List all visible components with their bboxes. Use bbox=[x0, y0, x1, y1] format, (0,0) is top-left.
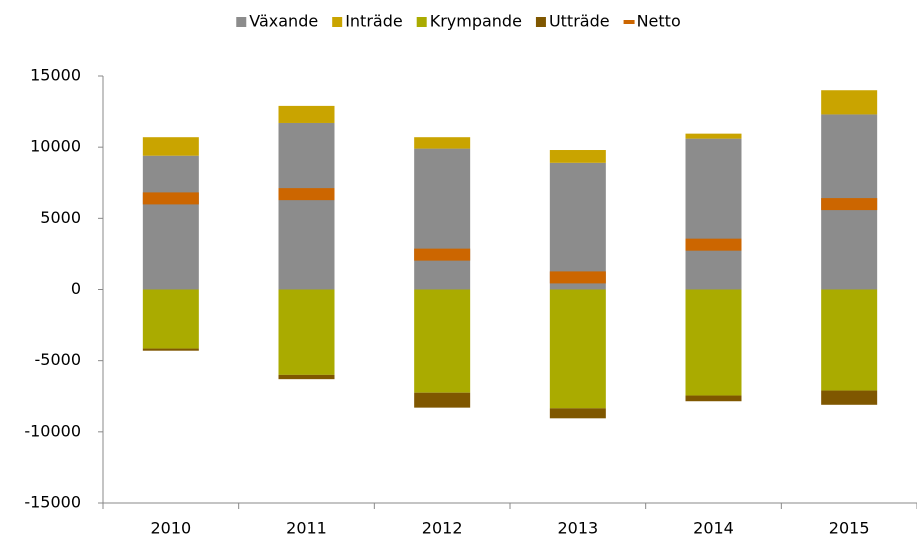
legend-label: Netto bbox=[637, 12, 681, 31]
bar-segment bbox=[821, 289, 878, 391]
legend-label: Växande bbox=[249, 12, 318, 31]
legend-swatch bbox=[535, 17, 546, 27]
y-tick-label: -15000 bbox=[24, 493, 81, 512]
y-tick-label: 10000 bbox=[30, 137, 81, 156]
bar-segment bbox=[278, 105, 335, 123]
bar-segment bbox=[685, 138, 742, 290]
netto-marker bbox=[142, 192, 199, 205]
bar-segment bbox=[142, 348, 199, 351]
bar-segment bbox=[414, 137, 471, 149]
bar-segment bbox=[685, 395, 742, 402]
bar-segment bbox=[414, 289, 471, 393]
bar-segment bbox=[278, 122, 335, 290]
legend: Växande Inträde Krympande Utträde Netto bbox=[236, 12, 681, 31]
legend-label: Krympande bbox=[430, 12, 522, 31]
bar-segment bbox=[821, 390, 878, 405]
legend-swatch bbox=[236, 17, 247, 27]
y-tick-label: 0 bbox=[71, 279, 81, 298]
x-tick-label: 2012 bbox=[422, 519, 463, 538]
bar-segment bbox=[414, 148, 471, 290]
bar-segment bbox=[142, 137, 199, 156]
bar-segment bbox=[549, 289, 606, 409]
bar-segment bbox=[549, 408, 606, 419]
bar-segment bbox=[549, 162, 606, 290]
bar-segment bbox=[685, 289, 742, 396]
bar-segment bbox=[821, 90, 878, 115]
y-tick-label: -10000 bbox=[24, 421, 81, 440]
legend-swatch bbox=[332, 17, 343, 27]
bar-segment bbox=[685, 133, 742, 139]
netto-marker bbox=[414, 248, 471, 261]
x-tick-label: 2013 bbox=[557, 519, 598, 538]
bar-segment bbox=[142, 155, 199, 290]
bar-segment bbox=[278, 289, 335, 375]
netto-marker bbox=[549, 271, 606, 284]
netto-marker bbox=[685, 238, 742, 251]
y-tick-label: 15000 bbox=[30, 66, 81, 85]
legend-swatch bbox=[416, 17, 427, 27]
legend-label: Inträde bbox=[345, 12, 403, 31]
netto-marker bbox=[278, 188, 335, 201]
bar-segment bbox=[549, 150, 606, 163]
y-tick-label: 5000 bbox=[40, 208, 81, 227]
y-tick-label: -5000 bbox=[35, 350, 82, 369]
netto-marker bbox=[821, 198, 878, 211]
legend-label: Utträde bbox=[549, 12, 610, 31]
bar-segment bbox=[142, 289, 199, 349]
x-tick-label: 2015 bbox=[829, 519, 870, 538]
x-tick-label: 2010 bbox=[150, 519, 191, 538]
x-tick-label: 2014 bbox=[693, 519, 734, 538]
bar-segment bbox=[414, 392, 471, 408]
bar-segment bbox=[278, 374, 335, 380]
legend-swatch bbox=[623, 20, 635, 24]
x-tick-label: 2011 bbox=[286, 519, 327, 538]
